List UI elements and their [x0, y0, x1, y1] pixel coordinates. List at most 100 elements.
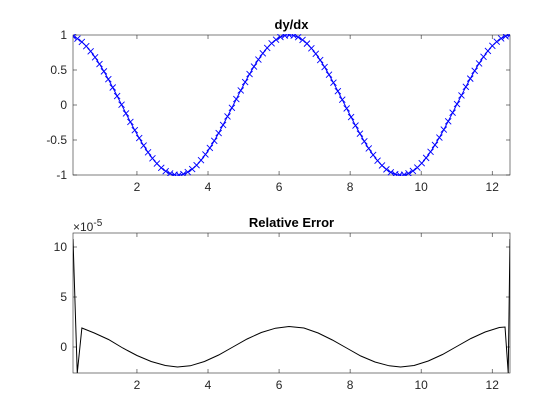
- data-marker: [74, 35, 81, 42]
- data-marker: [409, 167, 417, 175]
- x-tick-label: 2: [134, 180, 141, 194]
- data-marker: [475, 60, 483, 67]
- series-line: [73, 238, 510, 374]
- subplot-top: dy/dx 2 4 6 8 10 12 -1 -0.5 0 0.5 1: [46, 17, 511, 194]
- data-marker: [440, 126, 448, 133]
- data-marker: [484, 47, 492, 55]
- data-marker: [140, 142, 147, 149]
- y-tick-label: 10: [54, 240, 68, 254]
- x-tick-label: 12: [486, 180, 500, 194]
- data-marker: [321, 63, 328, 71]
- data-marker: [383, 166, 390, 173]
- data-marker: [449, 109, 456, 117]
- data-marker: [418, 159, 426, 167]
- data-marker: [458, 92, 465, 99]
- x-tick-label: 8: [347, 180, 354, 194]
- data-marker: [113, 92, 121, 100]
- data-marker: [285, 34, 293, 39]
- data-marker: [87, 48, 94, 55]
- data-marker: [405, 170, 412, 176]
- data-marker: [149, 154, 156, 162]
- data-marker: [453, 100, 461, 108]
- series-group: [73, 34, 510, 176]
- x-tick-label: 4: [205, 180, 212, 194]
- data-marker: [338, 96, 346, 104]
- data-marker: [471, 67, 479, 75]
- x-tick-label: 6: [276, 378, 283, 392]
- data-marker: [241, 78, 249, 86]
- data-marker: [431, 141, 439, 149]
- data-marker: [215, 129, 222, 137]
- data-marker: [82, 42, 90, 50]
- data-marker: [135, 134, 143, 142]
- data-marker: [325, 71, 333, 79]
- y-tick-label: 1: [60, 28, 67, 42]
- data-marker: [197, 156, 205, 164]
- data-marker: [184, 168, 192, 176]
- data-marker: [369, 151, 377, 159]
- data-marker: [502, 34, 509, 40]
- x-tick-label: 6: [276, 180, 283, 194]
- y-tick-label: 0.5: [50, 63, 67, 77]
- data-marker: [312, 50, 320, 58]
- data-marker: [96, 60, 103, 68]
- data-marker: [334, 87, 342, 95]
- y-exponent-label: ×10-5: [73, 218, 103, 234]
- data-marker: [361, 138, 368, 145]
- data-marker: [462, 83, 470, 91]
- x-tick-label: 12: [486, 378, 500, 392]
- data-marker: [466, 75, 474, 82]
- data-marker: [224, 113, 231, 120]
- data-marker: [268, 39, 275, 47]
- y-tick-label: 0: [60, 340, 67, 354]
- data-marker: [259, 50, 267, 57]
- plot-area: [72, 232, 511, 374]
- data-marker: [294, 34, 302, 41]
- data-marker: [202, 151, 209, 158]
- data-marker: [109, 84, 117, 91]
- data-marker: [210, 137, 218, 145]
- data-marker: [316, 56, 324, 64]
- data-marker: [436, 134, 443, 141]
- x-tick-label: 10: [414, 180, 428, 194]
- data-marker: [396, 171, 403, 176]
- y-tick-label: -1: [56, 168, 67, 182]
- data-marker: [330, 79, 337, 87]
- data-marker: [250, 63, 258, 70]
- data-marker: [237, 87, 245, 94]
- data-marker: [131, 126, 139, 134]
- data-marker: [480, 53, 487, 61]
- data-marker: [219, 121, 227, 129]
- data-marker: [272, 36, 280, 44]
- data-marker: [347, 113, 355, 121]
- data-marker: [144, 148, 152, 156]
- x-tick-label: 4: [205, 378, 212, 392]
- data-marker: [228, 104, 236, 112]
- data-marker: [277, 34, 284, 41]
- x-tick-label: 8: [347, 378, 354, 392]
- series-line: [73, 34, 510, 176]
- data-marker: [308, 44, 315, 52]
- data-marker: [352, 122, 359, 129]
- data-marker: [506, 34, 510, 39]
- data-marker: [180, 170, 187, 176]
- data-marker: [175, 171, 183, 176]
- data-marker: [100, 68, 108, 75]
- data-marker: [255, 56, 262, 63]
- plot-area: [72, 34, 511, 176]
- subplot-bottom: Relative Error 2 4 6 8 10 12 0 5 10 ×10-5: [54, 215, 511, 392]
- data-marker: [400, 171, 408, 176]
- data-marker: [444, 117, 452, 125]
- x-tick-label: 2: [134, 378, 141, 392]
- data-marker: [343, 105, 350, 112]
- data-marker: [356, 130, 364, 137]
- data-marker: [73, 34, 77, 40]
- data-marker: [127, 118, 134, 126]
- data-marker: [162, 167, 170, 175]
- data-marker: [118, 101, 125, 109]
- data-marker: [290, 34, 298, 39]
- data-marker: [246, 70, 253, 78]
- data-marker: [122, 110, 130, 117]
- data-marker: [104, 75, 112, 83]
